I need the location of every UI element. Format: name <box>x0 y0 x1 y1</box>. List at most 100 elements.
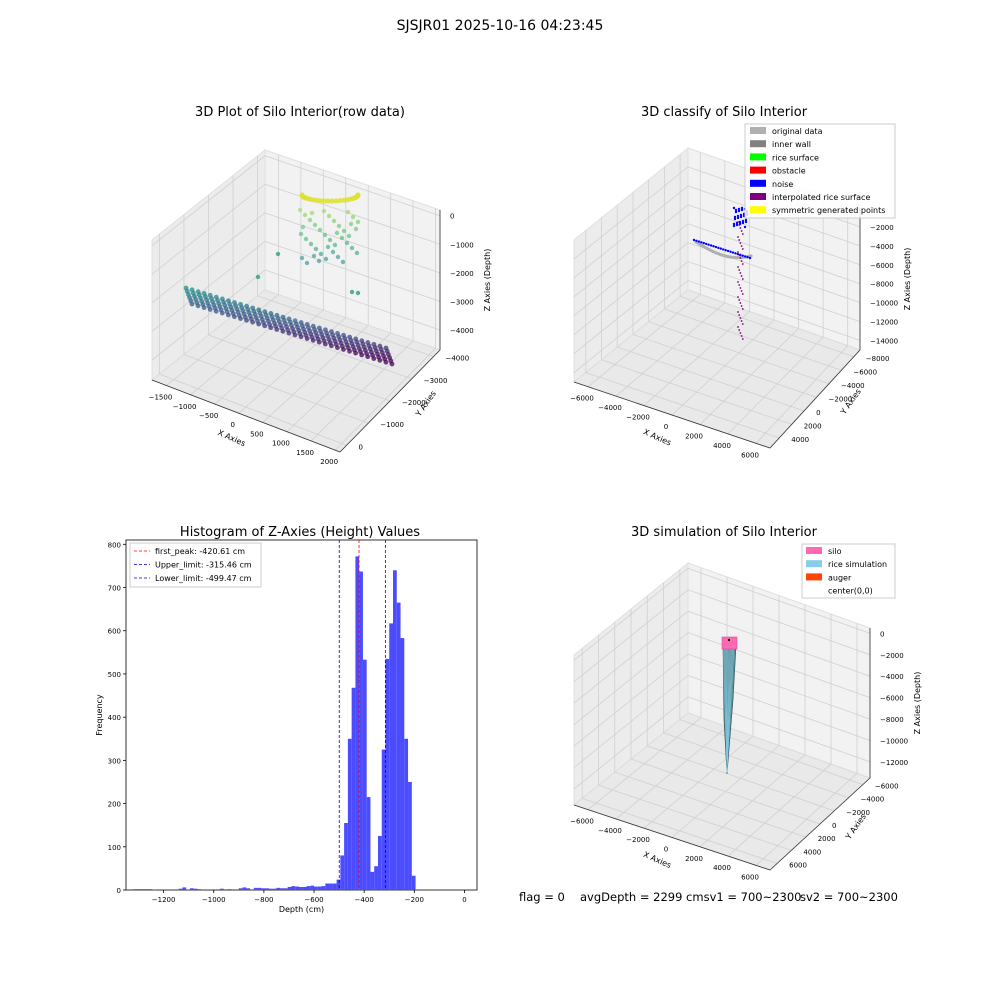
histogram-bar <box>268 888 273 890</box>
z-grid <box>151 241 266 332</box>
noise-point <box>714 245 718 249</box>
histogram-bar <box>347 738 352 890</box>
x-tick-label: 2000 <box>685 855 703 863</box>
legend-label: obstacle <box>772 167 806 176</box>
x-tick-label: 0 <box>664 846 668 854</box>
interpolated-point <box>738 284 741 286</box>
legend-label: noise <box>772 180 793 189</box>
z-grid <box>573 185 689 279</box>
interpolated-point <box>738 269 741 271</box>
scatter-point <box>298 334 304 340</box>
interpolated-point <box>739 242 742 244</box>
interpolated-point <box>738 224 741 226</box>
interpolated-point <box>739 257 742 259</box>
histogram-bar <box>385 658 390 890</box>
legend-classify: original data inner wall rice surface obsta… <box>744 123 896 219</box>
z-grid <box>573 280 689 373</box>
scatter-point <box>189 301 195 307</box>
scatter-point <box>383 359 389 365</box>
histogram-bar <box>287 886 292 890</box>
histogram-axes: −1200 −1000 −800 −600 −400 −200 0 0 100 200 300 400… <box>95 539 478 914</box>
x-tick-label: −500 <box>199 412 218 420</box>
scatter-point <box>274 327 280 332</box>
histogram-bar <box>310 885 315 890</box>
y-grid-floor <box>679 719 863 785</box>
histogram-bar <box>295 886 299 890</box>
z-grid <box>687 280 861 341</box>
scatter-point <box>326 213 332 219</box>
rice-simulation-mesh <box>726 647 728 773</box>
histogram-bar <box>280 888 284 890</box>
scatter-point <box>308 241 314 247</box>
histogram-bar <box>141 889 145 890</box>
noise-point <box>734 208 738 212</box>
z-grid <box>573 589 689 683</box>
legend-label: rice surface <box>772 153 819 162</box>
noise-point <box>743 225 747 229</box>
z-grid <box>151 269 266 361</box>
interpolated-point <box>740 335 743 337</box>
x-tick-label: −2000 <box>626 414 650 422</box>
scatter-point <box>348 221 354 227</box>
scatter-point <box>321 198 327 204</box>
y-grid-floor <box>664 308 842 371</box>
histogram-bar <box>246 888 251 890</box>
z-grid <box>264 269 441 331</box>
histogram-bar <box>133 889 138 890</box>
noise-point <box>729 250 732 253</box>
scatter-point <box>349 289 355 295</box>
legend-swatch <box>806 586 822 594</box>
legend-label: Lower_limit: -499.47 cm <box>155 574 252 583</box>
z-tick-label: −2000 <box>870 224 894 232</box>
interpolated-point <box>739 272 742 274</box>
x-tick-label: −6000 <box>570 395 594 403</box>
legend-simulation: silo rice simulation auger center(0,0) <box>801 543 896 599</box>
histogram-bar <box>272 888 277 890</box>
y-tick-label: 4000 <box>803 848 821 856</box>
scatter-point <box>311 253 317 259</box>
panel3-title: Histogram of Z-Axies (Height) Values <box>180 525 420 540</box>
scatter-point <box>323 256 329 262</box>
z-grid <box>573 242 689 335</box>
interpolated-point <box>741 293 744 295</box>
z-tick-label: −2000 <box>880 652 904 660</box>
noise-point <box>697 240 701 243</box>
scatter-point <box>350 214 356 220</box>
z-tick-label: −2000 <box>450 270 474 278</box>
scatter-point <box>339 235 345 241</box>
y-tick-label: −4000 <box>861 796 885 804</box>
x-tick-label: −1000 <box>202 896 226 904</box>
scatter-point <box>304 260 310 266</box>
x-axis-line <box>573 381 771 449</box>
x-tick-label: 6000 <box>741 873 759 881</box>
scatter-point <box>377 357 383 363</box>
scatter-point <box>244 317 249 323</box>
scatter-point <box>349 245 355 251</box>
histogram-bar <box>370 871 375 890</box>
interpolated-point <box>740 305 743 307</box>
x-grid-floor <box>615 302 726 397</box>
scatter-point <box>195 303 201 309</box>
z-grid <box>264 155 441 217</box>
y-grid-floor <box>632 334 817 398</box>
y-grid-floor <box>617 346 805 412</box>
interpolated-point <box>741 338 744 340</box>
x-tick-label: 0 <box>231 421 235 429</box>
interpolated-point <box>739 227 742 229</box>
scatter-point <box>292 332 298 338</box>
legend-label: Upper_limit: -315.46 cm <box>155 561 252 570</box>
x-tick-label: 4000 <box>713 442 731 450</box>
y-tick-label: 6000 <box>789 861 807 869</box>
figure-title: SJSJR01 2025-10-16 04:23:45 <box>396 18 604 34</box>
noise-point <box>692 238 696 242</box>
noise-point <box>744 218 748 222</box>
scatter-point <box>354 250 360 256</box>
noise-point <box>733 217 737 221</box>
legend-label: interpolated rice surface <box>772 193 870 202</box>
scatter-point <box>207 307 213 312</box>
scatter-point <box>304 336 310 341</box>
scatter-point <box>310 337 316 343</box>
legend-label: first_peak: -420.61 cm <box>155 547 245 556</box>
simulation-surface <box>721 636 738 775</box>
scatter-point <box>312 222 318 228</box>
